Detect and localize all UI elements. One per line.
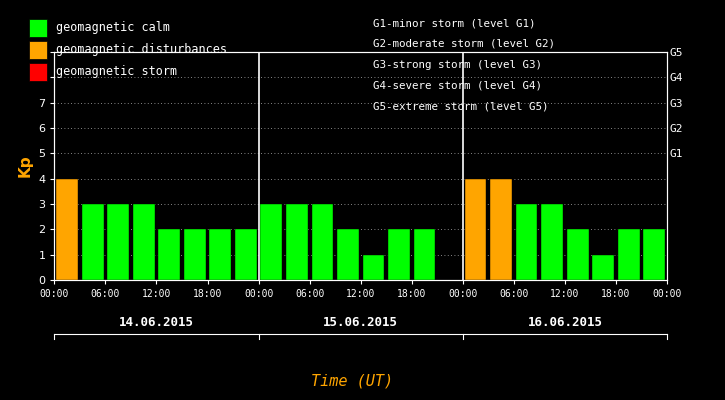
Text: 16.06.2015: 16.06.2015 — [527, 316, 602, 328]
Text: G2-moderate storm (level G2): G2-moderate storm (level G2) — [373, 39, 555, 49]
Text: G1-minor storm (level G1): G1-minor storm (level G1) — [373, 18, 536, 28]
Text: 15.06.2015: 15.06.2015 — [323, 316, 398, 328]
Text: G4-severe storm (level G4): G4-severe storm (level G4) — [373, 80, 542, 90]
Bar — [133, 204, 154, 280]
Bar — [260, 204, 282, 280]
Text: geomagnetic calm: geomagnetic calm — [56, 22, 170, 34]
Y-axis label: Kp: Kp — [17, 155, 33, 177]
Text: G3-strong storm (level G3): G3-strong storm (level G3) — [373, 60, 542, 70]
Bar — [643, 229, 665, 280]
Bar — [286, 204, 307, 280]
Bar — [184, 229, 206, 280]
Bar — [388, 229, 410, 280]
Bar — [362, 255, 384, 280]
Bar — [107, 204, 129, 280]
Bar — [490, 179, 512, 280]
Text: geomagnetic disturbances: geomagnetic disturbances — [56, 44, 227, 56]
Bar — [82, 204, 104, 280]
Bar — [235, 229, 257, 280]
Bar — [465, 179, 486, 280]
Bar — [57, 179, 78, 280]
Bar — [210, 229, 231, 280]
Bar — [592, 255, 614, 280]
Text: G5-extreme storm (level G5): G5-extreme storm (level G5) — [373, 101, 549, 111]
Text: Time (UT): Time (UT) — [310, 373, 393, 388]
Bar — [414, 229, 435, 280]
Bar — [542, 204, 563, 280]
Text: geomagnetic storm: geomagnetic storm — [56, 66, 177, 78]
Bar — [515, 204, 537, 280]
Bar — [618, 229, 639, 280]
Bar — [567, 229, 589, 280]
Text: 14.06.2015: 14.06.2015 — [119, 316, 194, 328]
Bar — [158, 229, 180, 280]
Bar — [337, 229, 359, 280]
Bar — [312, 204, 334, 280]
